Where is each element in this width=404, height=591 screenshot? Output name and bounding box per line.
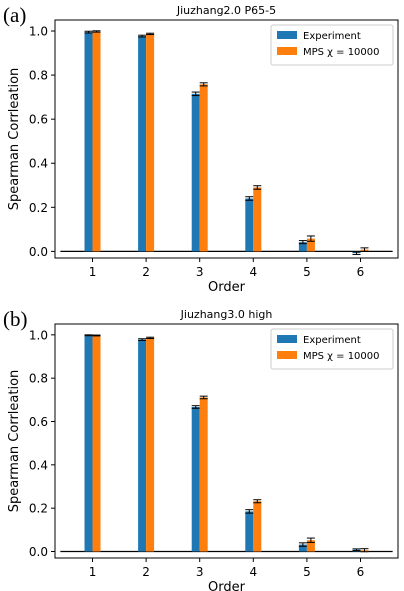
- error-bar-s2-5: [306, 537, 315, 543]
- y-axis-label: Spearman Corrleation: [7, 68, 22, 211]
- error-bar-s2-2: [146, 336, 155, 340]
- bar-s1-4: [245, 511, 254, 552]
- error-bar-s2-6: [360, 247, 369, 252]
- legend: Experiment MPS χ = 10000: [270, 24, 394, 66]
- chart-panel-2: (b) Jiuzhang3.0 high 0.0 0.2 0.4 0.6 0.8 1.0 1 2 3…: [3, 307, 399, 591]
- chart-title: Jiuzhang3.0 high: [180, 308, 273, 321]
- bar-s1-1: [84, 32, 93, 252]
- error-bar-s1-5: [298, 240, 307, 245]
- error-bar-s2-6: [360, 548, 369, 553]
- y-tick-label: 0.6: [29, 113, 48, 127]
- bar-s2-4: [253, 501, 262, 552]
- bar-s2-1: [92, 31, 101, 252]
- legend-entry-2: MPS χ = 10000: [303, 351, 380, 362]
- bar-s2-2: [146, 337, 155, 552]
- y-tick-label: 0.8: [29, 69, 48, 83]
- bar-s2-4: [253, 187, 262, 252]
- bar-s1-1: [84, 335, 93, 552]
- legend-swatch-2: [277, 351, 297, 359]
- y-tick-label: 0.4: [29, 157, 48, 171]
- bar-s2-3: [199, 397, 208, 552]
- chart-title: Jiuzhang2.0 P65-5: [176, 4, 276, 17]
- bar-s1-3: [191, 406, 200, 552]
- x-tick-label: 3: [196, 565, 204, 579]
- legend-entry-1: Experiment: [303, 335, 361, 346]
- error-bar-s2-5: [306, 235, 315, 242]
- y-tick-label: 0.0: [29, 545, 48, 559]
- x-axis-label: Order: [208, 580, 246, 591]
- x-tick-label: 5: [303, 265, 311, 279]
- error-bar-s1-6: [352, 251, 361, 255]
- x-tick-label: 5: [303, 565, 311, 579]
- y-tick-label: 0.2: [29, 502, 48, 516]
- y-tick-label: 0.4: [29, 458, 48, 472]
- legend: Experiment MPS χ = 10000: [270, 328, 394, 370]
- bar-s1-3: [191, 93, 200, 252]
- error-bar-s2-1: [92, 334, 101, 337]
- legend-entry-1: Experiment: [303, 31, 361, 42]
- error-bar-s1-2: [138, 34, 147, 38]
- bar-s2-2: [146, 33, 155, 252]
- y-axis-label: Spearman Corrleation: [7, 370, 22, 513]
- y-tick-label: 0.0: [29, 245, 48, 259]
- x-tick-label: 1: [89, 565, 97, 579]
- x-tick-label: 6: [357, 265, 365, 279]
- legend-swatch-2: [277, 47, 297, 55]
- error-bar-s2-2: [146, 32, 155, 36]
- x-tick-label: 2: [142, 565, 150, 579]
- y-tick-label: 0.6: [29, 415, 48, 429]
- x-tick-label: 6: [357, 565, 365, 579]
- error-bar-s1-5: [298, 542, 307, 547]
- bar-s2-5: [306, 238, 315, 252]
- error-bar-s2-4: [253, 499, 262, 504]
- y-tick-label: 1.0: [29, 25, 48, 39]
- error-bar-s1-4: [245, 509, 254, 514]
- plot-frame: [54, 323, 399, 559]
- legend-entry-2: MPS χ = 10000: [303, 47, 380, 58]
- y-tick-label: 0.2: [29, 201, 48, 215]
- error-bar-s1-3: [191, 405, 200, 409]
- bar-s2-3: [199, 84, 208, 252]
- error-bar-s2-3: [199, 82, 208, 87]
- y-tick-label: 1.0: [29, 328, 48, 342]
- panel-label: (b): [3, 307, 28, 331]
- bar-s2-1: [92, 335, 101, 552]
- y-tick-label: 0.8: [29, 372, 48, 386]
- bar-s1-2: [138, 339, 147, 552]
- x-tick-label: 2: [142, 265, 150, 279]
- error-bar-s1-3: [191, 91, 200, 97]
- panel-label: (a): [3, 3, 26, 27]
- chart-panel-1: (a) Jiuzhang2.0 P65-5 0.0 0.2 0.4 0.6 0.8 1.0 1 2…: [3, 3, 399, 295]
- bar-s2-5: [306, 540, 315, 552]
- bar-s1-2: [138, 36, 147, 252]
- error-bar-s2-4: [253, 185, 262, 190]
- legend-swatch-1: [277, 31, 297, 39]
- bar-s1-5: [298, 242, 307, 252]
- bar-s1-5: [298, 544, 307, 552]
- error-bar-s1-6: [352, 548, 361, 552]
- legend-swatch-1: [277, 335, 297, 343]
- error-bar-s1-4: [245, 196, 254, 201]
- x-tick-label: 4: [249, 565, 257, 579]
- x-tick-label: 3: [196, 265, 204, 279]
- x-tick-label: 4: [249, 265, 257, 279]
- error-bar-s1-2: [138, 338, 147, 341]
- error-bar-s1-1: [84, 30, 93, 34]
- x-tick-label: 1: [89, 265, 97, 279]
- error-bar-s1-1: [84, 334, 93, 337]
- plot-frame: [54, 19, 399, 259]
- error-bar-s2-3: [199, 395, 208, 400]
- x-axis-label: Order: [208, 280, 246, 295]
- bar-s1-4: [245, 198, 254, 252]
- error-bar-s2-1: [92, 30, 101, 33]
